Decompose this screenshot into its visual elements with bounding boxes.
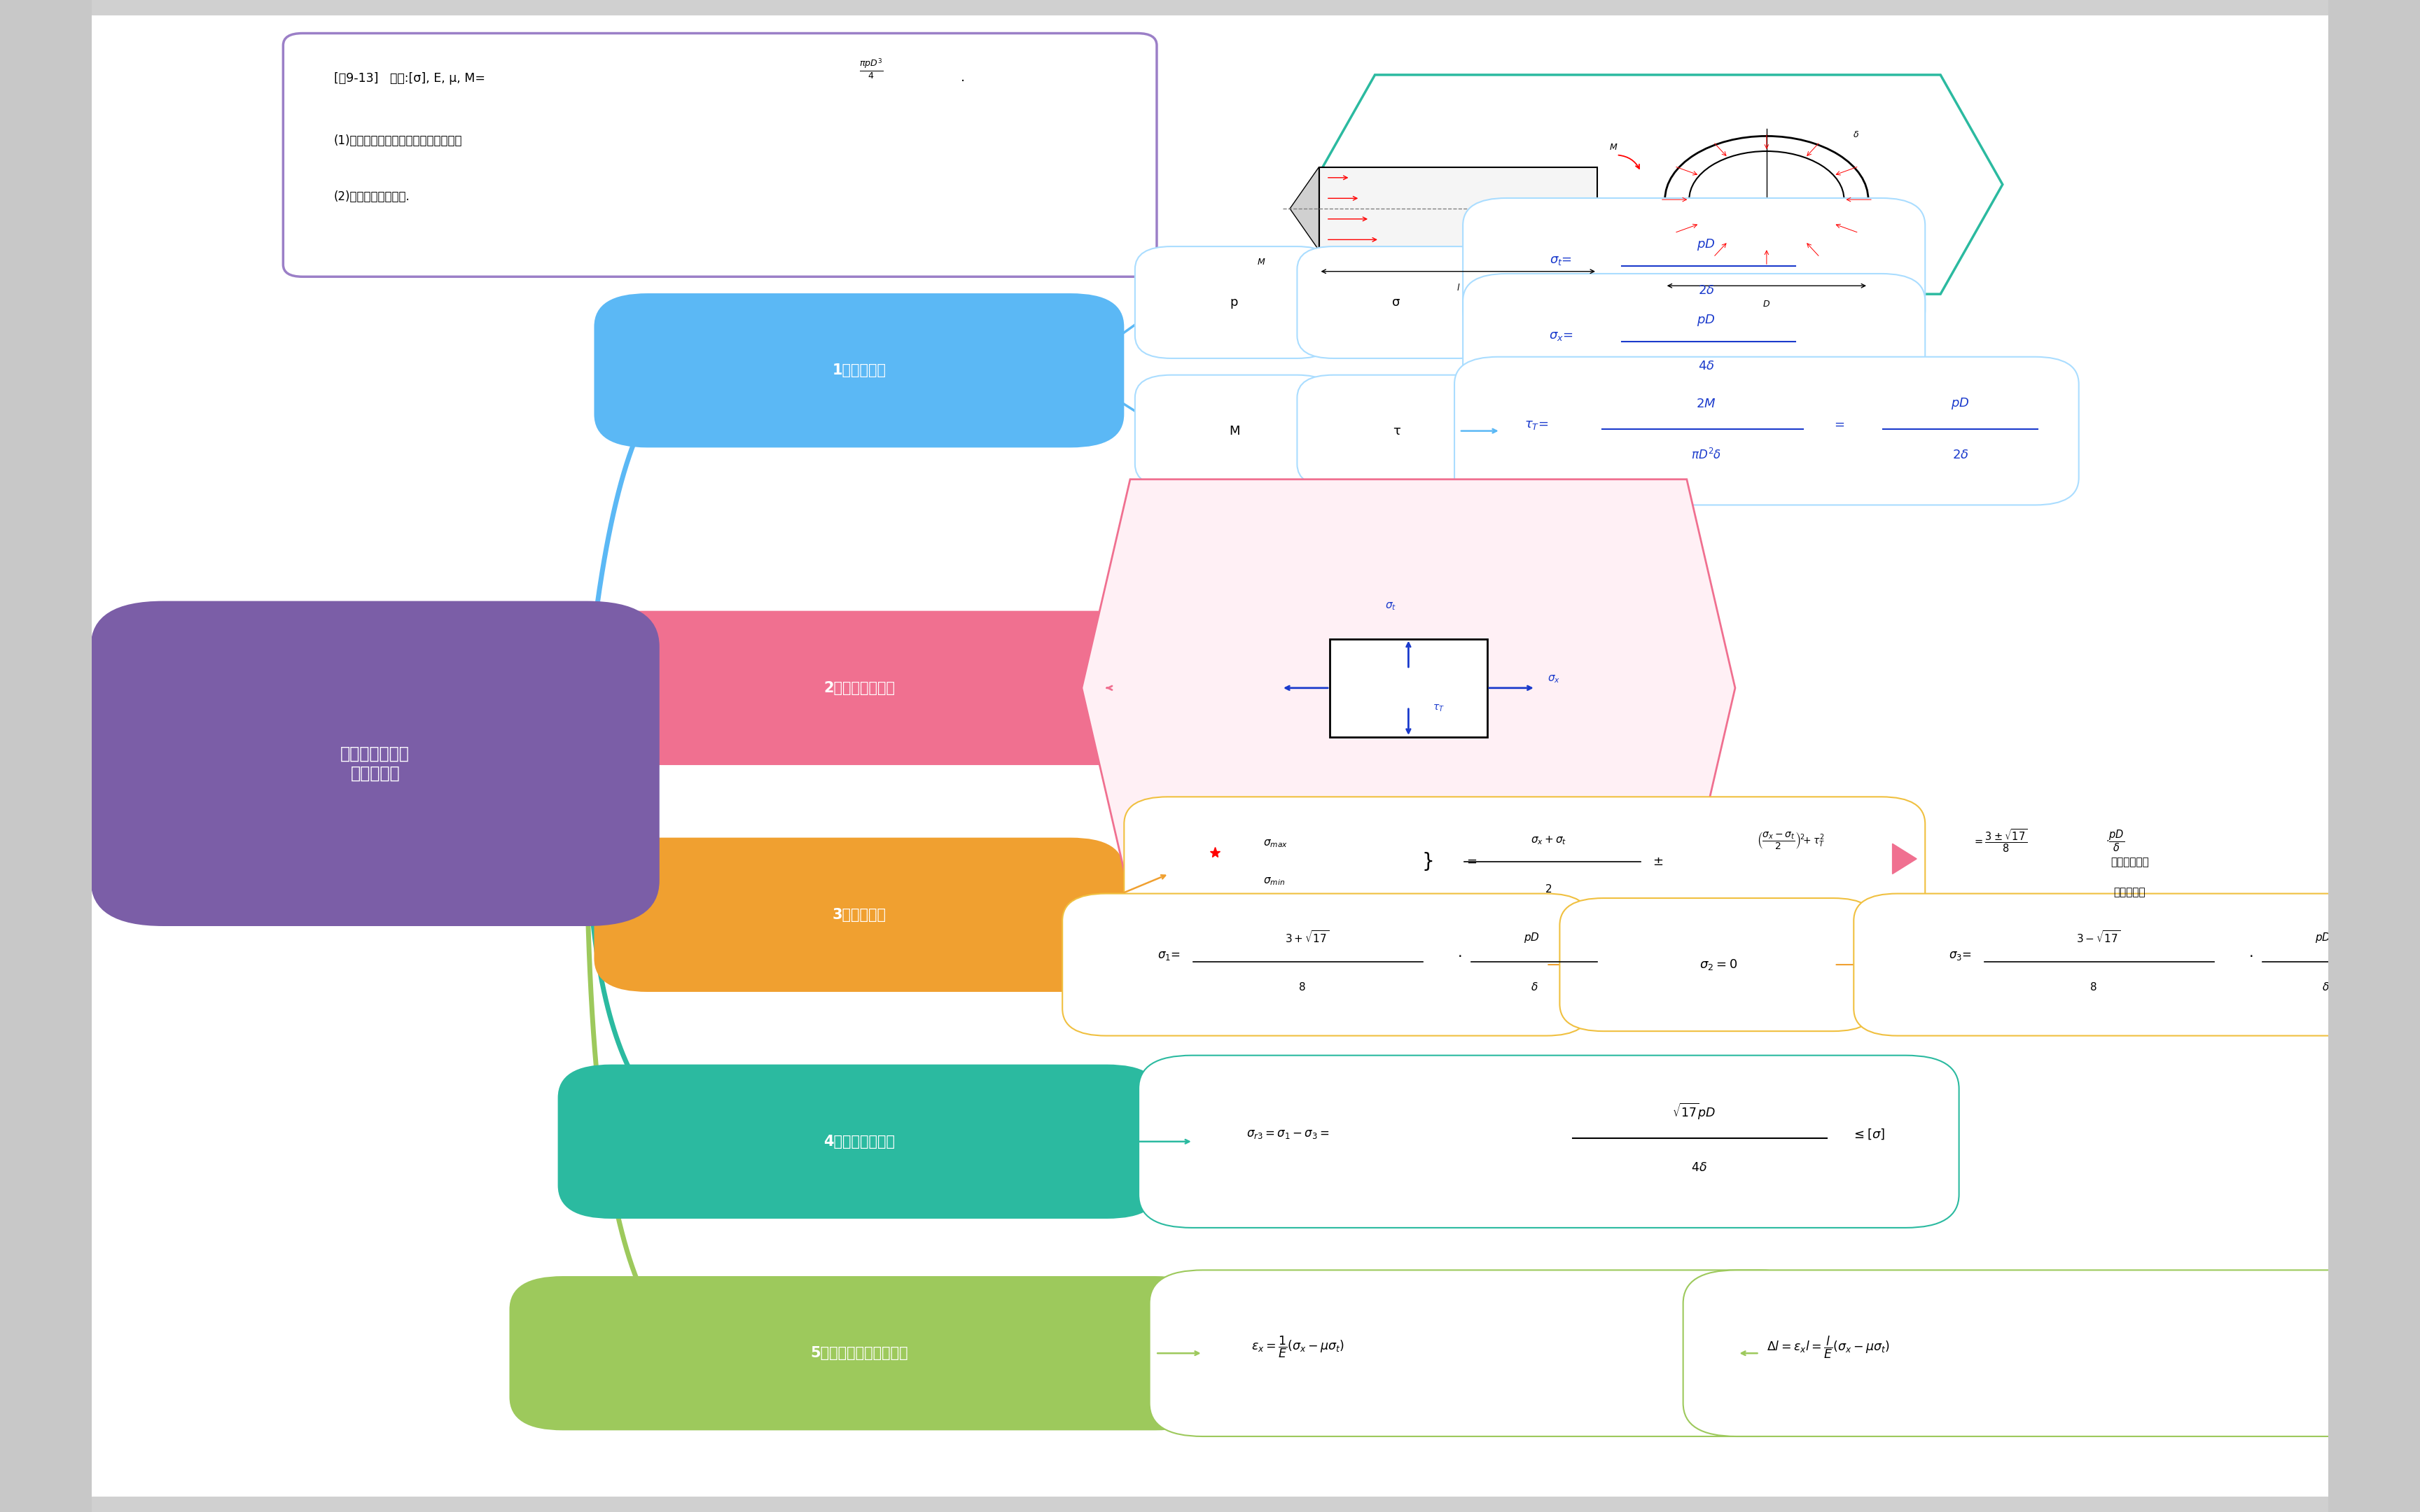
Text: 减半径公式: 减半径公式: [2113, 888, 2147, 897]
FancyBboxPatch shape: [1150, 1270, 1813, 1436]
FancyBboxPatch shape: [1462, 198, 1924, 337]
Text: $2\delta$: $2\delta$: [1953, 449, 1967, 461]
Text: $\sqrt{17}pD$: $\sqrt{17}pD$: [1672, 1102, 1716, 1120]
Text: $2\delta$: $2\delta$: [1699, 284, 1713, 296]
Text: $\delta$: $\delta$: [2321, 981, 2330, 993]
Text: $\sigma_{max}$: $\sigma_{max}$: [1263, 838, 1287, 850]
FancyBboxPatch shape: [1297, 246, 1496, 358]
Text: M: M: [1256, 257, 1266, 268]
Text: $\Delta l=\varepsilon_x l=\dfrac{l}{E}(\sigma_x-\mu\sigma_t)$: $\Delta l=\varepsilon_x l=\dfrac{l}{E}(\…: [1767, 1335, 1890, 1359]
FancyBboxPatch shape: [1684, 1270, 2405, 1436]
Text: δ: δ: [1854, 130, 1859, 139]
FancyBboxPatch shape: [1319, 166, 1597, 249]
FancyBboxPatch shape: [1558, 898, 1876, 1031]
Text: $=\dfrac{3\pm\sqrt{17}}{8}$: $=\dfrac{3\pm\sqrt{17}}{8}$: [1972, 827, 2028, 854]
Text: $\delta$: $\delta$: [1529, 981, 1539, 993]
FancyBboxPatch shape: [2328, 0, 2420, 1512]
Text: $3-\sqrt{17}$: $3-\sqrt{17}$: [2076, 930, 2120, 945]
Text: [例9-13]   已知:[σ], E, μ, M=: [例9-13] 已知:[σ], E, μ, M=: [334, 73, 484, 85]
Text: 5、广义胡克定律求应变: 5、广义胡克定律求应变: [811, 1346, 908, 1361]
Text: $\pi D^2\delta$: $\pi D^2\delta$: [1692, 448, 1721, 463]
Text: (1)按第三强度理论建立筒体强度条件；: (1)按第三强度理论建立筒体强度条件；: [334, 135, 462, 147]
Text: $\tau_T$=: $\tau_T$=: [1525, 419, 1549, 431]
Text: $3+\sqrt{17}$: $3+\sqrt{17}$: [1285, 930, 1329, 945]
Text: 2、微体应力状态: 2、微体应力状态: [823, 680, 895, 696]
Text: M: M: [1609, 142, 1617, 153]
Text: $pD$: $pD$: [1696, 237, 1716, 253]
FancyBboxPatch shape: [557, 1064, 1162, 1219]
Text: $\sigma_2=0$: $\sigma_2=0$: [1699, 957, 1738, 972]
Text: ±: ±: [1653, 856, 1663, 868]
Polygon shape: [1892, 844, 1917, 874]
Text: $pD$: $pD$: [1525, 931, 1539, 943]
Text: l: l: [1457, 284, 1459, 293]
Text: 2: 2: [1546, 885, 1551, 894]
Text: $\sigma_3$=: $\sigma_3$=: [1948, 950, 1972, 962]
FancyBboxPatch shape: [92, 602, 658, 925]
FancyBboxPatch shape: [1137, 1055, 1960, 1228]
Text: τ: τ: [1392, 425, 1401, 437]
Text: .: .: [961, 71, 966, 83]
FancyBboxPatch shape: [1331, 638, 1486, 736]
FancyBboxPatch shape: [1454, 357, 2079, 505]
Text: $\sigma_{min}$: $\sigma_{min}$: [1263, 875, 1285, 888]
Text: $\sigma_x+\sigma_t$: $\sigma_x+\sigma_t$: [1532, 835, 1566, 847]
Text: $\sigma_1$=: $\sigma_1$=: [1157, 950, 1181, 962]
FancyBboxPatch shape: [1135, 375, 1333, 487]
FancyBboxPatch shape: [92, 15, 2328, 1497]
Text: }: }: [1421, 853, 1435, 871]
Text: $\sigma_x$=: $\sigma_x$=: [1549, 330, 1573, 342]
Text: =: =: [1467, 856, 1476, 868]
Text: $2M$: $2M$: [1696, 398, 1716, 410]
FancyBboxPatch shape: [1854, 894, 2381, 1036]
Text: $\varepsilon_x=\dfrac{1}{E}(\sigma_x-\mu\sigma_t)$: $\varepsilon_x=\dfrac{1}{E}(\sigma_x-\mu…: [1251, 1335, 1346, 1359]
FancyBboxPatch shape: [593, 293, 1123, 448]
Text: $pD$: $pD$: [1951, 396, 1970, 411]
Text: $\frac{\pi pD^3}{4}$: $\frac{\pi pD^3}{4}$: [859, 57, 883, 82]
Text: =: =: [1834, 419, 1844, 431]
Text: 8: 8: [2091, 983, 2096, 992]
FancyBboxPatch shape: [593, 838, 1123, 992]
Polygon shape: [1314, 74, 2004, 293]
Text: $pD$: $pD$: [2316, 931, 2330, 943]
Text: 1、变形分解: 1、变形分解: [832, 363, 886, 378]
FancyBboxPatch shape: [1123, 797, 1926, 951]
Text: $4\delta$: $4\delta$: [1699, 360, 1713, 372]
Polygon shape: [1082, 479, 1735, 897]
Text: $\tau_T$: $\tau_T$: [1433, 703, 1445, 714]
Text: M: M: [1229, 425, 1239, 437]
Text: $pD$: $pD$: [1696, 313, 1716, 328]
FancyBboxPatch shape: [0, 0, 92, 1512]
FancyBboxPatch shape: [1462, 274, 1924, 413]
Text: $\cdot$: $\cdot$: [1457, 948, 1462, 963]
Text: $\sigma_t$=: $\sigma_t$=: [1549, 254, 1573, 266]
Text: $4\delta$: $4\delta$: [1692, 1161, 1706, 1173]
Text: 8: 8: [1300, 983, 1304, 992]
Text: $\sigma_x$: $\sigma_x$: [1549, 673, 1561, 685]
Text: 应力圆圆心加: 应力圆圆心加: [2110, 857, 2149, 866]
FancyBboxPatch shape: [557, 611, 1162, 765]
Polygon shape: [1290, 168, 1319, 249]
Text: 4、第三强度理论: 4、第三强度理论: [823, 1134, 895, 1149]
FancyBboxPatch shape: [1135, 246, 1333, 358]
Text: $\leq[\sigma]$: $\leq[\sigma]$: [1851, 1126, 1885, 1142]
FancyBboxPatch shape: [1297, 375, 1496, 487]
Text: $\sigma_t$: $\sigma_t$: [1384, 600, 1396, 611]
Text: D: D: [1764, 299, 1769, 308]
Text: $\cdot$: $\cdot$: [2248, 948, 2253, 963]
Text: 3、求主应力: 3、求主应力: [832, 907, 886, 922]
Text: σ: σ: [1392, 296, 1401, 308]
Text: (2)计算筒体轴向变形.: (2)计算筒体轴向变形.: [334, 191, 409, 203]
Text: $\sigma_{r3}=\sigma_1-\sigma_3=$: $\sigma_{r3}=\sigma_1-\sigma_3=$: [1246, 1128, 1329, 1140]
FancyBboxPatch shape: [283, 33, 1157, 277]
Text: p: p: [1229, 296, 1239, 308]
Text: 承受扭矩的受内
压压力容器: 承受扭矩的受内 压压力容器: [341, 745, 409, 782]
FancyBboxPatch shape: [508, 1276, 1208, 1430]
Text: $\left(\dfrac{\sigma_x-\sigma_t}{2}\right)^{\!2}\!\!+\tau_T^2$: $\left(\dfrac{\sigma_x-\sigma_t}{2}\righ…: [1757, 830, 1825, 851]
Text: $\cdot\dfrac{pD}{\delta}$: $\cdot\dfrac{pD}{\delta}$: [2105, 829, 2125, 853]
FancyBboxPatch shape: [1062, 894, 1590, 1036]
